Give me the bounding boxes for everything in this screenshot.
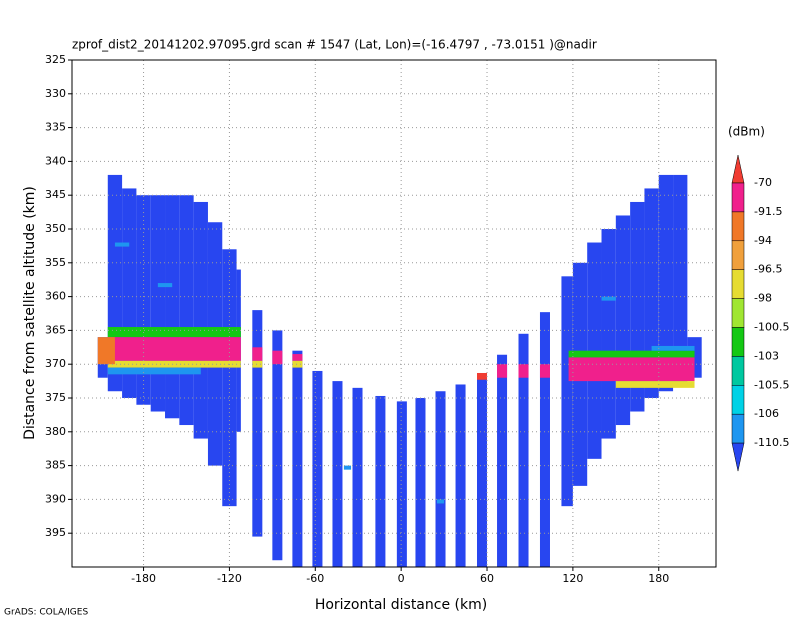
colorbar-label: -100.5: [754, 321, 789, 334]
chart-title: zprof_dist2_20141202.97095.grd scan # 15…: [72, 38, 597, 52]
heat-cell: [601, 229, 616, 439]
heat-cell: [272, 350, 283, 365]
y-tick-label: 365: [45, 323, 66, 336]
colorbar-segment: [731, 298, 745, 328]
x-axis-label: Horizontal distance (km): [315, 597, 487, 613]
heat-cell: [332, 381, 343, 567]
heat-cell: [539, 364, 550, 378]
x-tick-label: -180: [131, 572, 156, 585]
y-tick-label: 335: [45, 121, 66, 134]
heat-cell: [477, 372, 488, 380]
heat-cell: [673, 174, 688, 385]
heat-cell: [292, 360, 303, 368]
heat-cell: [601, 296, 616, 301]
heat-cell: [292, 354, 303, 361]
colorbar-label: -110.5: [754, 436, 789, 449]
heat-cell: [107, 337, 241, 361]
heat-cell: [157, 283, 173, 288]
y-axis-label: Distance from satellite altitude (km): [22, 186, 38, 440]
heat-cell: [651, 345, 695, 351]
heat-cell: [193, 201, 208, 439]
heat-cell: [615, 215, 631, 426]
heat-cell: [97, 337, 115, 365]
y-tick-label: 385: [45, 459, 66, 472]
y-tick-label: 330: [45, 87, 66, 100]
heat-cell: [272, 330, 283, 561]
heat-cell: [615, 381, 695, 388]
heat-cell: [343, 465, 352, 470]
heat-cell: [292, 350, 303, 567]
y-tick-label: 360: [45, 290, 66, 303]
plot-frame: [71, 59, 717, 568]
heat-cell: [539, 312, 550, 567]
colorbar-label: -105.5: [754, 378, 789, 391]
heat-cell: [396, 401, 407, 567]
colorbar-label: -91.5: [754, 205, 782, 218]
colorbar-segment: [731, 269, 745, 299]
y-tick-label: 350: [45, 222, 66, 235]
colorbar-segment: [731, 356, 745, 386]
heat-cell: [114, 242, 130, 247]
heat-cell: [658, 174, 674, 392]
heat-cell: [477, 375, 488, 567]
colorbar-label: -103: [754, 349, 779, 362]
y-tick-label: 390: [45, 492, 66, 505]
x-tick-label: 0: [398, 572, 405, 585]
x-tick-label: 120: [562, 572, 583, 585]
heat-cell: [107, 360, 241, 368]
colorbar-segment: [731, 327, 745, 357]
y-tick-label: 345: [45, 188, 66, 201]
heat-cell: [252, 310, 263, 537]
colorbar-label: -96.5: [754, 263, 782, 276]
x-tick-label: 180: [648, 572, 669, 585]
y-tick-label: 340: [45, 154, 66, 167]
heat-cell: [375, 395, 386, 567]
heat-cell: [252, 347, 263, 361]
heat-cell: [518, 364, 529, 378]
colorbar-segment: [731, 413, 745, 444]
heat-cell: [107, 327, 241, 338]
y-tick-label: 380: [45, 425, 66, 438]
y-tick-label: 375: [45, 391, 66, 404]
heat-cell: [568, 350, 695, 358]
heat-cell: [497, 364, 508, 378]
x-tick-label: -60: [306, 572, 324, 585]
heat-cell: [568, 357, 695, 382]
colorbar-label: (dBm): [728, 125, 765, 139]
y-tick-label: 370: [45, 357, 66, 370]
y-tick-label: 395: [45, 526, 66, 539]
colorbar-segment: [731, 211, 745, 242]
heat-cell: [222, 249, 237, 507]
footer: GrADS: COLA/IGES: [4, 608, 88, 618]
heat-cell: [150, 195, 166, 412]
y-tick-label: 355: [45, 256, 66, 269]
x-tick-label: -120: [217, 572, 242, 585]
heat-cell: [352, 387, 363, 567]
colorbar-label: -70: [754, 176, 772, 189]
heat-cell: [415, 398, 426, 567]
heat-cell: [518, 333, 529, 567]
colorbar-segment: [731, 240, 745, 270]
colorbar-label: -106: [754, 407, 779, 420]
heat-cell: [435, 391, 446, 567]
colorbar-triangle: [731, 442, 745, 472]
colorbar-triangle: [731, 154, 745, 184]
x-tick-label: 60: [480, 572, 494, 585]
heat-cell: [561, 276, 573, 507]
heat-cell: [179, 195, 194, 426]
heat-cell: [455, 384, 466, 567]
heat-cell: [252, 360, 263, 368]
y-tick-label: 325: [45, 53, 66, 66]
colorbar-label: -98: [754, 292, 772, 305]
heat-cell: [107, 367, 201, 375]
colorbar-segment: [731, 182, 745, 213]
heat-cell: [497, 354, 508, 567]
heat-cell: [312, 370, 323, 567]
heat-cell: [436, 499, 445, 504]
heat-cell: [644, 188, 659, 398]
colorbar-label: -94: [754, 234, 772, 247]
colorbar-segment: [731, 385, 745, 415]
